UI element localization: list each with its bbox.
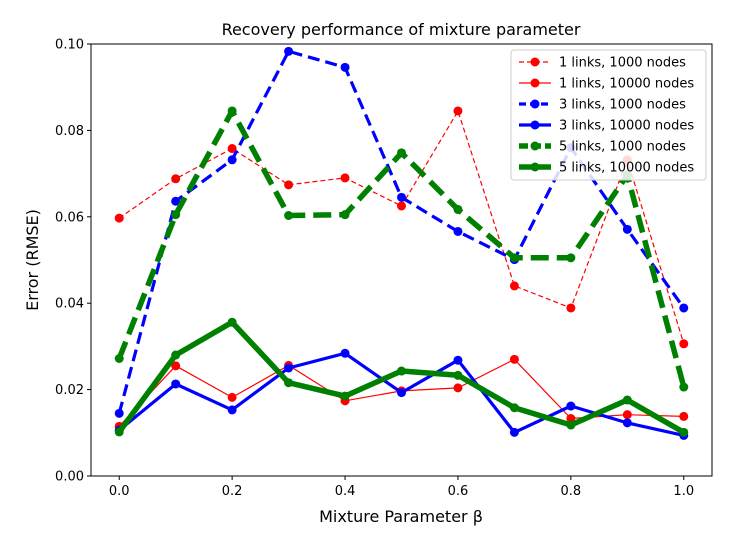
legend-label: 1 links, 1000 nodes (559, 56, 686, 71)
legend-item-2: 3 links, 1000 nodes (519, 98, 686, 113)
data-point (566, 420, 576, 430)
data-point (397, 148, 406, 158)
data-point (622, 224, 632, 234)
data-point (114, 353, 124, 363)
y-tick-label: 0.00 (55, 470, 84, 485)
data-point (340, 62, 350, 72)
data-point (171, 174, 181, 184)
data-point (227, 144, 237, 154)
data-point (397, 192, 406, 202)
data-point (171, 210, 181, 220)
data-point (171, 379, 181, 389)
legend-item-4: 5 links, 1000 nodes (519, 140, 686, 155)
legend-item-3: 3 links, 10000 nodes (519, 119, 694, 134)
x-tick-label: 0.6 (448, 484, 469, 499)
data-point (227, 155, 237, 165)
legend-item-5: 5 links, 10000 nodes (519, 161, 694, 176)
legend: 1 links, 1000 nodes 1 links, 10000 nodes 3… (510, 49, 707, 181)
legend-box (510, 49, 707, 181)
legend-marker (530, 120, 540, 130)
data-point (227, 106, 237, 116)
legend-marker (530, 162, 540, 172)
data-point (509, 281, 519, 291)
chart-title: Recovery performance of mixture paramete… (222, 20, 581, 39)
data-point (227, 405, 237, 415)
data-point (284, 211, 294, 221)
data-point (453, 204, 463, 214)
data-point (679, 382, 689, 392)
data-point (679, 303, 689, 313)
data-point (114, 427, 124, 437)
data-point (171, 196, 181, 206)
y-tick-label: 0.04 (55, 297, 84, 312)
data-point (679, 339, 689, 349)
series-2 (114, 46, 689, 418)
data-point (227, 392, 237, 402)
data-point (397, 366, 406, 376)
data-point (397, 201, 406, 211)
data-point (171, 350, 181, 360)
data-point (284, 363, 294, 373)
series-layer (114, 46, 689, 440)
data-point (284, 180, 294, 190)
x-tick-label: 0.4 (335, 484, 356, 499)
data-point (566, 401, 576, 411)
legend-item-1: 1 links, 10000 nodes (519, 77, 694, 92)
data-point (566, 414, 576, 424)
data-point (284, 46, 294, 56)
x-tick-label: 0.2 (222, 484, 243, 499)
data-point (340, 348, 350, 358)
legend-marker (530, 141, 540, 151)
y-tick-label: 0.10 (55, 38, 84, 53)
legend-label: 3 links, 10000 nodes (559, 119, 694, 134)
data-point (509, 427, 519, 437)
data-point (453, 355, 463, 365)
y-tick-label: 0.06 (55, 210, 84, 225)
y-axis-title: Error (RMSE) (23, 209, 42, 311)
data-point (509, 354, 519, 364)
data-point (453, 226, 463, 236)
y-tick-label: 0.02 (55, 383, 84, 398)
data-point (509, 403, 519, 413)
legend-label: 5 links, 10000 nodes (559, 161, 694, 176)
legend-label: 3 links, 1000 nodes (559, 98, 686, 113)
series-0 (114, 106, 689, 349)
data-point (340, 210, 350, 220)
legend-label: 1 links, 10000 nodes (559, 77, 694, 92)
data-point (114, 408, 124, 418)
data-point (566, 253, 576, 263)
x-tick-label: 0.8 (561, 484, 582, 499)
data-point (566, 303, 576, 313)
data-point (622, 395, 632, 405)
data-point (622, 410, 632, 420)
data-point (509, 253, 519, 263)
legend-marker (530, 57, 540, 67)
y-tick-label: 0.08 (55, 124, 84, 139)
x-tick-label: 0.0 (109, 484, 130, 499)
legend-label: 5 links, 1000 nodes (559, 140, 686, 155)
series-5 (114, 317, 689, 437)
data-point (284, 378, 294, 388)
plot-frame (90, 43, 713, 477)
data-point (227, 317, 237, 327)
data-point (453, 370, 463, 380)
data-point (622, 418, 632, 428)
legend-marker (530, 78, 540, 88)
data-point (114, 213, 124, 223)
data-point (679, 427, 689, 437)
data-point (453, 106, 463, 116)
x-tick-label: 1.0 (673, 484, 694, 499)
data-point (453, 383, 463, 393)
x-axis-title: Mixture Parameter β (319, 507, 483, 526)
axes-layer: 0.0 0.2 0.4 0.6 0.8 1.0 0.00 0.02 0.04 0.06 0.08 0.… (55, 38, 713, 499)
data-point (171, 361, 181, 371)
data-point (397, 388, 406, 398)
legend-item-0: 1 links, 1000 nodes (519, 56, 686, 71)
data-point (340, 173, 350, 183)
legend-marker (530, 99, 540, 109)
data-point (340, 391, 350, 401)
data-point (679, 411, 689, 421)
